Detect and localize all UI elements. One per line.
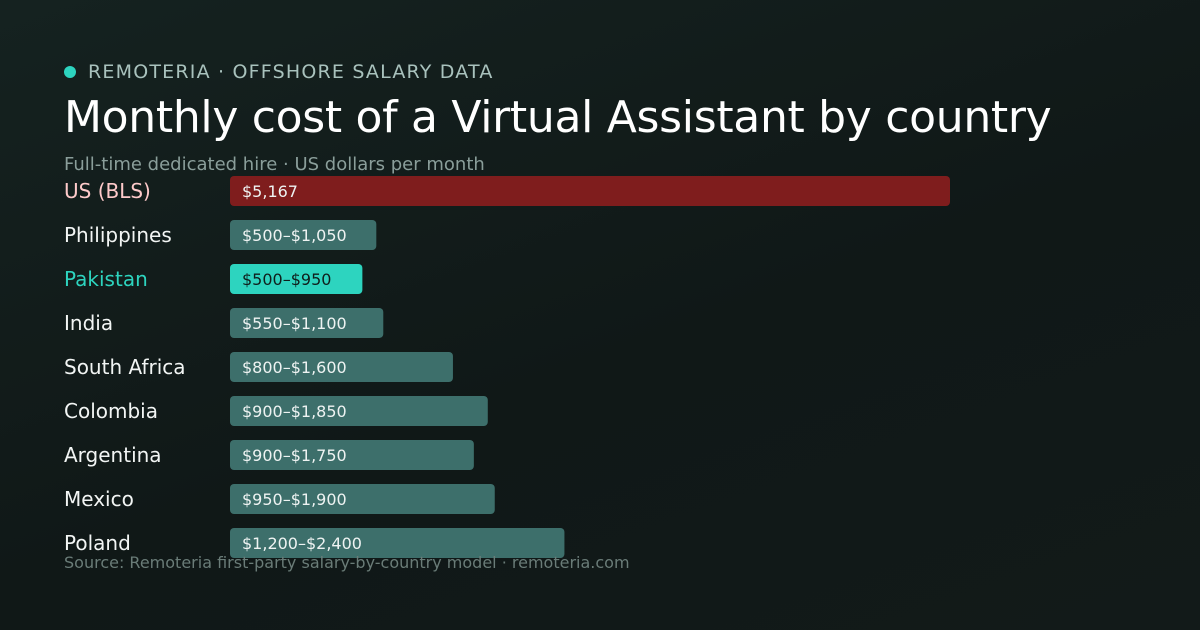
- value-label: $5,167: [242, 182, 298, 201]
- chart-title: Monthly cost of a Virtual Assistant by c…: [64, 92, 1052, 143]
- category-label: Colombia: [64, 399, 158, 423]
- bar: [230, 264, 363, 294]
- value-label: $550–$1,100: [242, 314, 347, 333]
- brand-text: REMOTERIA · OFFSHORE SALARY DATA: [88, 61, 494, 83]
- bar: [230, 484, 495, 514]
- category-label: Mexico: [64, 487, 134, 511]
- chart-subtitle: Full-time dedicated hire · US dollars pe…: [64, 154, 485, 175]
- value-label: $500–$1,050: [242, 226, 347, 245]
- category-label: US (BLS): [64, 179, 151, 203]
- category-label: Philippines: [64, 223, 172, 247]
- value-label: $800–$1,600: [242, 358, 347, 377]
- category-label: Poland: [64, 531, 131, 555]
- source-note: Source: Remoteria first-party salary-by-…: [64, 553, 630, 572]
- brand-dot-icon: [64, 66, 76, 78]
- bar: [230, 528, 565, 558]
- bar: [230, 440, 474, 470]
- category-label: Argentina: [64, 443, 162, 467]
- brand-header: REMOTERIA · OFFSHORE SALARY DATA: [64, 61, 494, 83]
- category-label: Pakistan: [64, 267, 148, 291]
- value-label: $1,200–$2,400: [242, 534, 362, 553]
- bar: [230, 176, 950, 206]
- bar: [230, 308, 384, 338]
- bar: [230, 352, 453, 382]
- bar: [230, 396, 488, 426]
- value-label: $950–$1,900: [242, 490, 347, 509]
- bar: [230, 220, 377, 250]
- value-label: $900–$1,750: [242, 446, 347, 465]
- category-label: South Africa: [64, 355, 186, 379]
- value-label: $900–$1,850: [242, 402, 347, 421]
- category-label: India: [64, 311, 113, 335]
- value-label: $500–$950: [242, 270, 331, 289]
